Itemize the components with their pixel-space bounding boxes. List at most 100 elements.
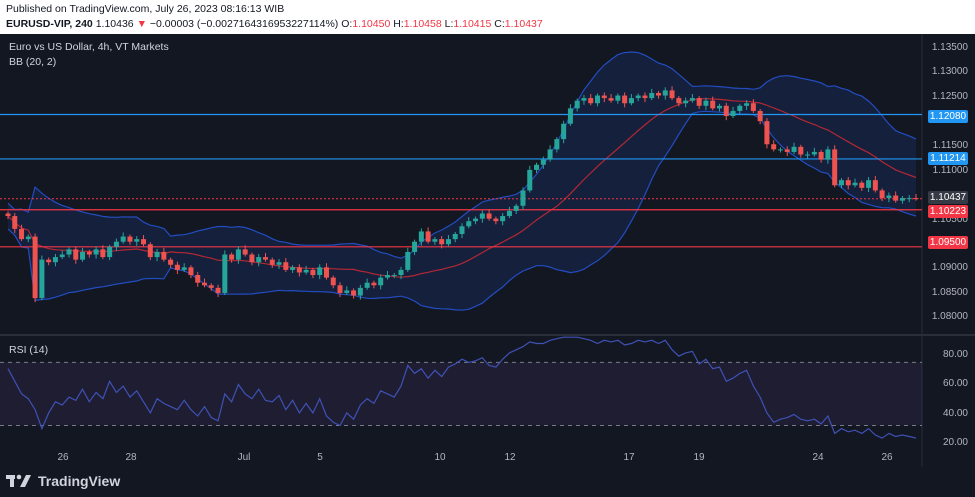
candle-body	[344, 290, 350, 293]
tradingview-logo[interactable]: TradingView	[6, 473, 120, 489]
level-tag-3[interactable]: 1.10223	[928, 205, 968, 218]
candle-body	[384, 275, 390, 278]
candle-body	[872, 180, 878, 191]
time-tick: 19	[693, 452, 705, 463]
candle-body	[188, 267, 194, 276]
low-label: L:	[444, 18, 454, 30]
down-arrow-icon: ▼	[136, 18, 147, 30]
candle-body	[107, 246, 113, 258]
price-pane	[0, 34, 922, 334]
candle-body	[723, 105, 729, 117]
candle-body	[100, 249, 106, 258]
candle-body	[777, 149, 783, 151]
candle-body	[452, 234, 458, 240]
candle-body	[649, 92, 655, 99]
footer: TradingView	[0, 467, 975, 497]
candle-body	[506, 210, 512, 217]
candle-body	[886, 195, 892, 199]
candle-body	[337, 285, 343, 293]
candle-body	[554, 139, 560, 150]
candle-body	[174, 264, 180, 270]
bb-legend: BB (20, 2)	[9, 56, 57, 68]
candle-body	[418, 231, 424, 242]
candle-body	[276, 262, 282, 265]
candle-body	[764, 121, 770, 145]
price-tick: 1.08000	[931, 311, 968, 322]
chart-area[interactable]: Euro vs US Dollar, 4h, VT Markets BB (20…	[0, 34, 975, 467]
symbol-name: EURUSD-VIP, 240	[6, 18, 93, 30]
candle-body	[818, 151, 824, 160]
candle-body	[486, 213, 492, 219]
candle-body	[716, 105, 722, 109]
time-tick: 12	[504, 452, 516, 463]
candle-body	[825, 149, 831, 160]
candle-body	[242, 249, 248, 255]
candle-body	[567, 108, 573, 124]
candle-body	[32, 236, 38, 299]
candle-body	[608, 98, 614, 101]
candle-body	[310, 269, 316, 276]
close-value: 1.10437	[504, 18, 543, 30]
candle-body	[771, 144, 777, 150]
time-tick: 5	[317, 452, 323, 463]
open-label: O:	[341, 18, 353, 30]
candle-body	[811, 151, 817, 155]
price-tick: 1.08500	[931, 287, 968, 298]
candle-body	[689, 98, 695, 101]
level-tag-2[interactable]: 1.11214	[928, 152, 968, 165]
level-tag-1[interactable]: 1.12080	[928, 110, 968, 123]
candle-body	[466, 221, 472, 227]
time-tick: 24	[812, 452, 824, 463]
candle-body	[432, 239, 438, 242]
candle-body	[540, 159, 546, 165]
candle-body	[398, 269, 404, 276]
price-tick: 1.09000	[931, 262, 968, 273]
candle-body	[791, 146, 797, 152]
candle-body	[595, 95, 601, 104]
time-tick: 28	[125, 452, 137, 463]
candle-body	[838, 180, 844, 186]
candle-body	[330, 277, 336, 286]
candle-body	[134, 239, 140, 242]
price-change: −0.00003 (−0.0027164316953227114%)	[149, 18, 339, 30]
chart-canvas[interactable]	[0, 34, 975, 467]
high-label: H:	[393, 18, 404, 30]
candle-body	[601, 95, 607, 99]
candle-body	[866, 180, 872, 188]
candle-body	[635, 95, 641, 99]
bb-fill	[8, 52, 916, 311]
time-tick: 26	[57, 452, 69, 463]
tradingview-wordmark: TradingView	[38, 473, 121, 489]
candle-body	[195, 275, 201, 283]
candle-body	[615, 95, 621, 101]
candle-body	[25, 236, 31, 240]
candle-body	[371, 282, 377, 286]
candle-body	[113, 241, 119, 247]
time-tick: Jul	[237, 452, 251, 463]
candle-body	[378, 277, 384, 286]
open-value: 1.10450	[352, 18, 391, 30]
candle-body	[581, 98, 587, 101]
published-note: Published on TradingView.com, July 26, 2…	[6, 3, 285, 15]
candle-body	[913, 198, 919, 200]
candle-body	[574, 100, 580, 109]
candle-body	[364, 282, 370, 288]
candle-body	[249, 254, 255, 263]
candle-body	[669, 90, 675, 99]
candle-body	[80, 251, 86, 260]
candle-body	[445, 239, 451, 245]
close-label: C:	[494, 18, 505, 30]
candle-body	[899, 198, 905, 201]
rsi-tick: 80.00	[942, 349, 968, 360]
bb-upper-line	[7, 51, 917, 259]
candle-body	[832, 149, 838, 186]
instrument-legend: Euro vs US Dollar, 4h, VT Markets	[9, 41, 169, 53]
candle-body	[859, 182, 865, 188]
candle-body	[405, 251, 411, 270]
rsi-legend: RSI (14)	[9, 344, 49, 356]
candle-body	[730, 110, 736, 117]
level-tag-4[interactable]: 1.09500	[928, 236, 968, 249]
candle-body	[73, 249, 79, 260]
candle-body	[879, 190, 885, 199]
symbol-info-line: EURUSD-VIP, 240 1.10436 ▼ −0.00003 (−0.0…	[6, 18, 543, 30]
